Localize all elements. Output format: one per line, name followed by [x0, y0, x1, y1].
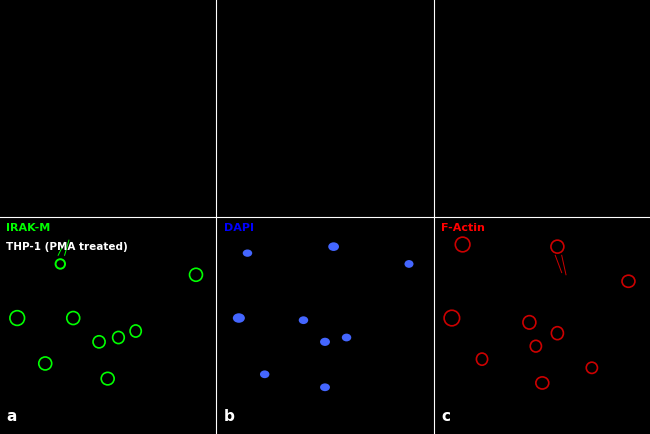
- Ellipse shape: [260, 370, 270, 378]
- Ellipse shape: [328, 242, 339, 251]
- Ellipse shape: [242, 250, 252, 257]
- Text: b: b: [224, 409, 235, 424]
- Text: F-Actin: F-Actin: [441, 223, 485, 233]
- Ellipse shape: [404, 260, 413, 268]
- Text: c: c: [441, 409, 450, 424]
- Text: DAPI: DAPI: [224, 223, 254, 233]
- Text: a: a: [6, 409, 17, 424]
- Ellipse shape: [233, 313, 245, 323]
- Ellipse shape: [299, 316, 308, 324]
- Ellipse shape: [342, 334, 351, 342]
- Text: THP-1 (PMA treated): THP-1 (PMA treated): [6, 242, 128, 252]
- Ellipse shape: [320, 383, 330, 391]
- Text: IRAK-M: IRAK-M: [6, 223, 51, 233]
- Ellipse shape: [320, 338, 330, 346]
